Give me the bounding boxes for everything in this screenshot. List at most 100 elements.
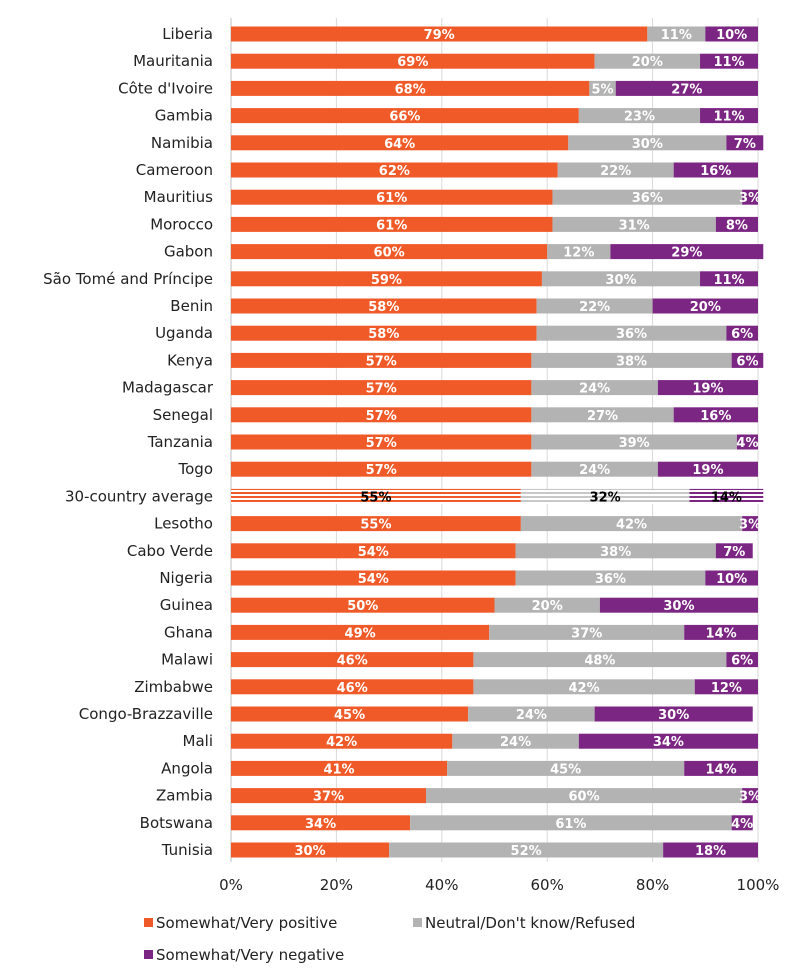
data-label: 14% xyxy=(706,626,737,641)
x-tick-label: 0% xyxy=(219,876,243,894)
data-label: 6% xyxy=(731,327,753,342)
data-label: 5% xyxy=(591,82,613,97)
category-label: Nigeria xyxy=(159,569,213,587)
data-label: 3% xyxy=(739,191,761,206)
bar-segment xyxy=(647,26,706,42)
bar-segment xyxy=(231,434,532,450)
category-label: Togo xyxy=(178,460,214,478)
bar-segment xyxy=(231,679,474,695)
data-label: 60% xyxy=(569,790,600,805)
bar-segment xyxy=(231,624,490,640)
data-label: 18% xyxy=(695,844,726,859)
category-label: Côte d'Ivoire xyxy=(118,79,213,97)
x-tick-label: 80% xyxy=(636,876,669,894)
data-label: 64% xyxy=(384,137,415,152)
data-label: 68% xyxy=(395,82,426,97)
category-label: Madagascar xyxy=(122,379,214,397)
data-label: 42% xyxy=(569,681,600,696)
bar-segment xyxy=(715,216,758,232)
bar-segment xyxy=(663,842,758,858)
bar-segment xyxy=(726,135,764,151)
bar-segment xyxy=(231,733,453,749)
bar-segment xyxy=(231,760,448,776)
bar-segment xyxy=(599,597,758,613)
bar-segment xyxy=(552,189,743,205)
bar-segment xyxy=(736,434,758,450)
bar-segment xyxy=(657,380,758,396)
legend-swatch xyxy=(144,918,153,927)
bar-segment xyxy=(473,679,695,695)
bar-segment xyxy=(231,216,553,232)
bar-segment xyxy=(389,842,664,858)
category-label: Mali xyxy=(183,732,213,750)
data-label: 4% xyxy=(736,436,758,451)
data-label: 30% xyxy=(658,708,689,723)
data-label: 29% xyxy=(671,246,702,261)
data-label: 14% xyxy=(711,490,742,505)
data-label: 12% xyxy=(711,681,742,696)
bar-segment xyxy=(447,760,685,776)
legend-swatch xyxy=(144,950,153,959)
data-label: 69% xyxy=(397,55,428,70)
data-label: 36% xyxy=(595,572,626,587)
data-label: 6% xyxy=(731,654,753,669)
data-label: 42% xyxy=(616,518,647,533)
bar-segment xyxy=(715,543,753,559)
category-label: Malawi xyxy=(161,651,213,669)
data-label: 11% xyxy=(713,273,744,288)
data-label: 36% xyxy=(632,191,663,206)
category-label: Cameroon xyxy=(136,161,213,179)
category-label: Botswana xyxy=(140,814,213,832)
data-label: 34% xyxy=(653,735,684,750)
data-label: 24% xyxy=(500,735,531,750)
data-label: 38% xyxy=(616,354,647,369)
data-label: 14% xyxy=(706,762,737,777)
bar-segment xyxy=(541,271,701,287)
bar-segment xyxy=(231,815,411,831)
bar-segment xyxy=(231,162,558,178)
data-label: 39% xyxy=(619,436,650,451)
bar-segment xyxy=(231,325,537,341)
bar-segment xyxy=(531,434,737,450)
bar-segment xyxy=(531,461,658,477)
bar-segment xyxy=(515,570,706,586)
data-label: 24% xyxy=(579,463,610,478)
data-label: 42% xyxy=(326,735,357,750)
data-label: 58% xyxy=(368,300,399,315)
bar-segment xyxy=(231,842,390,858)
legend: Somewhat/Very positive Neutral/Don't know… xyxy=(144,914,635,964)
data-label: 66% xyxy=(389,110,420,125)
category-label: Gabon xyxy=(164,243,213,261)
bar-segment xyxy=(689,488,764,504)
bar-segment xyxy=(657,461,758,477)
bar-segment xyxy=(700,271,758,287)
bar-segment xyxy=(726,325,758,341)
data-label: 79% xyxy=(424,28,455,43)
data-label: 37% xyxy=(313,790,344,805)
data-label: 54% xyxy=(358,545,389,560)
bar-segment xyxy=(589,80,616,96)
data-label: 30% xyxy=(663,599,694,614)
bar-segment xyxy=(578,108,701,124)
data-label: 11% xyxy=(661,28,692,43)
bar-segment xyxy=(684,624,758,640)
bar-segment xyxy=(700,108,758,124)
data-label: 45% xyxy=(334,708,365,723)
bar-segment xyxy=(742,788,758,804)
data-label: 54% xyxy=(358,572,389,587)
data-label: 16% xyxy=(700,164,731,179)
data-label: 57% xyxy=(366,436,397,451)
data-label: 7% xyxy=(723,545,745,560)
bar-segment xyxy=(705,26,758,42)
bar-segment xyxy=(231,380,532,396)
bar-segment xyxy=(231,189,553,205)
data-label: 49% xyxy=(345,626,376,641)
bar-segment xyxy=(726,652,758,668)
bar-segment xyxy=(231,461,532,477)
category-label: Guinea xyxy=(160,596,213,614)
data-label: 23% xyxy=(624,110,655,125)
bar-segment xyxy=(731,352,764,368)
bar-segment xyxy=(705,570,758,586)
bar-segment xyxy=(520,488,690,504)
legend-label: Somewhat/Very positive xyxy=(156,914,337,932)
